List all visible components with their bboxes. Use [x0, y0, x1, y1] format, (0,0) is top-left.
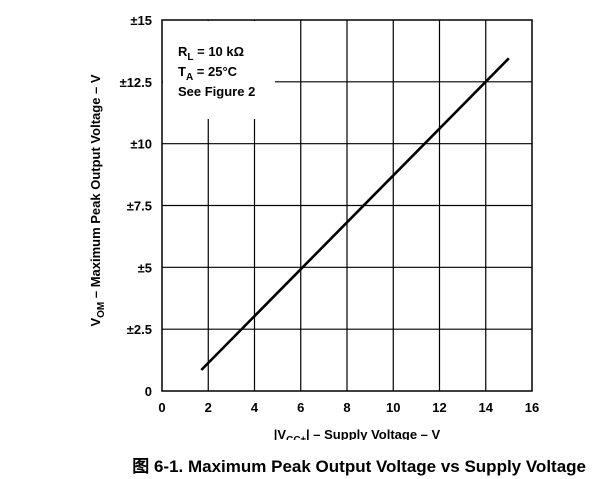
- y-tick-label: ±12.5: [120, 75, 152, 90]
- y-tick-label: ±10: [130, 137, 152, 152]
- x-tick-labels: 0 2 4 6 8 10 12 14 16: [158, 400, 539, 415]
- y-axis-label: VOM – Maximum Peak Output Voltage – V: [88, 74, 107, 326]
- x-axis-label: |VCC±| – Supply Voltage – V: [274, 427, 441, 440]
- y-tick-labels: 0 ±2.5 ±5 ±7.5 ±10 ±12.5 ±15: [120, 13, 152, 399]
- x-tick-label: 14: [479, 400, 494, 415]
- y-tick-label: ±15: [130, 13, 152, 28]
- x-tick-label: 0: [158, 400, 165, 415]
- x-tick-label: 10: [386, 400, 400, 415]
- series-layer: [200, 57, 510, 371]
- annotation-line: TA = 25°C: [178, 64, 238, 83]
- x-tick-label: 6: [297, 400, 304, 415]
- series-line: [200, 57, 510, 371]
- y-tick-label: 0: [145, 384, 152, 399]
- figure-caption: 图 6-1. Maximum Peak Output Voltage vs Su…: [132, 457, 586, 476]
- x-tick-label: 12: [432, 400, 446, 415]
- x-tick-label: 16: [525, 400, 539, 415]
- annotation-line: RL = 10 kΩ: [178, 44, 244, 63]
- plot-frame: [161, 19, 533, 392]
- x-tick-label: 4: [251, 400, 259, 415]
- y-tick-label: ±5: [138, 260, 152, 275]
- y-tick-label: ±7.5: [127, 199, 152, 214]
- x-tick-label: 2: [205, 400, 212, 415]
- x-tick-label: 8: [343, 400, 350, 415]
- annotation-background: [163, 21, 275, 119]
- annotation-line: See Figure 2: [178, 84, 255, 99]
- y-tick-label: ±2.5: [127, 322, 152, 337]
